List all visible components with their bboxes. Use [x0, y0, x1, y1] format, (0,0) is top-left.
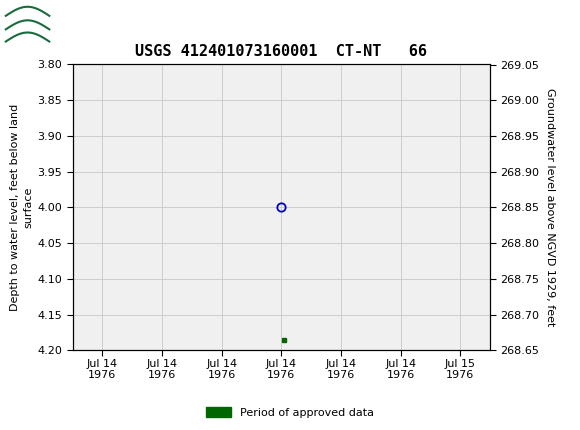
- Y-axis label: Groundwater level above NGVD 1929, feet: Groundwater level above NGVD 1929, feet: [545, 88, 555, 327]
- Title: USGS 412401073160001  CT-NT   66: USGS 412401073160001 CT-NT 66: [135, 44, 427, 59]
- Y-axis label: Depth to water level, feet below land
surface: Depth to water level, feet below land su…: [10, 104, 33, 311]
- Text: USGS: USGS: [61, 13, 121, 32]
- Bar: [5, 3, 54, 42]
- Legend: Period of approved data: Period of approved data: [202, 403, 378, 422]
